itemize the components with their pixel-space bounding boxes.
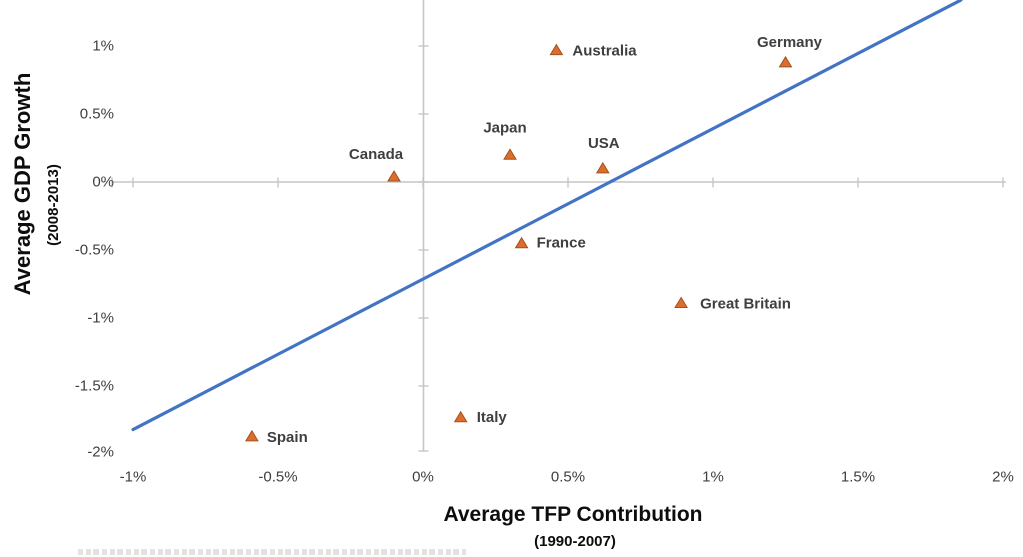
y-tick-label: 1% [92,38,114,55]
x-axis-title: Average TFP Contribution [443,503,702,526]
data-point-marker-japan [503,148,517,160]
x-tick-label: 1.5% [841,469,875,486]
data-point-label-germany: Germany [757,34,823,51]
axes-layer: -1% -0.5% 0% 0.5% 1% 1.5% 2% 1% 0.5% 0% -0.5% -1% -1… [75,0,1014,486]
x-tick-label: 2% [992,469,1014,486]
data-point-label-france: France [537,235,586,252]
y-axis-title: Average GDP Growth [10,73,35,296]
x-tick-label: 0.5% [551,469,585,486]
y-tick-label: -1.5% [75,378,114,395]
data-point-label-great-britain: Great Britain [700,296,791,313]
x-tick-label: 1% [702,469,724,486]
y-tick-label: -0.5% [75,242,114,259]
data-point-marker-australia [549,43,564,56]
data-point-marker-usa [595,161,610,174]
data-point-label-usa: USA [588,135,620,152]
data-point-label-japan: Japan [483,119,526,136]
data-points-layer: Canada Japan Australia USA Germany France Grea… [245,34,823,446]
data-point-label-canada: Canada [349,146,404,163]
data-point-label-italy: Italy [477,409,508,426]
y-tick-label: -1% [87,310,114,327]
data-point-marker-canada [387,170,401,182]
y-tick-label: 0% [92,174,114,191]
y-tick-label: -2% [87,444,114,461]
x-tick-label: -1% [120,469,147,486]
data-point-label-spain: Spain [267,429,308,446]
y-axis-subtitle: (2008-2013) [45,164,62,246]
data-point-marker-germany [778,55,793,68]
x-tick-label: -0.5% [258,469,297,486]
cropped-footnote-text [78,549,466,555]
data-point-marker-france [514,236,529,249]
data-point-label-australia: Australia [572,43,637,60]
y-tick-label: 0.5% [80,106,114,123]
x-tick-label: 0% [412,469,434,486]
data-point-marker-spain [245,429,259,442]
data-point-marker-italy [453,410,468,423]
data-point-marker-great-britain [674,296,688,309]
trend-line [131,0,963,432]
x-axis-subtitle: (1990-2007) [534,533,616,550]
